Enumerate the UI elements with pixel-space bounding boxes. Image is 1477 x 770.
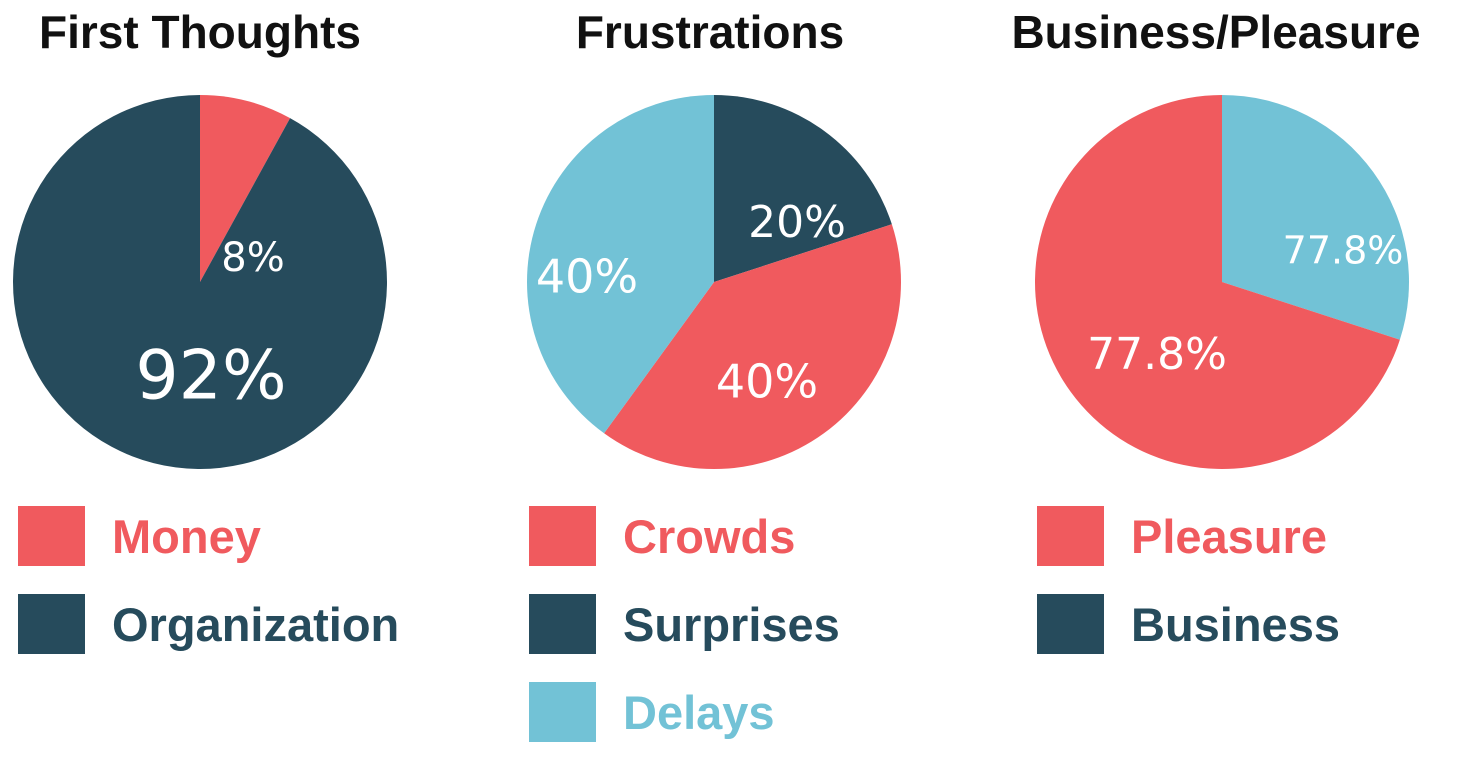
pie-slice-crowds: [604, 224, 901, 469]
legend-swatch: [18, 594, 85, 654]
legend-swatch: [529, 682, 596, 742]
chart-title: Business/Pleasure: [1011, 6, 1421, 58]
pie-slice-organization: [13, 95, 387, 469]
slice-value-label-organization: 92%: [135, 337, 286, 416]
legend-label: Business: [1131, 598, 1340, 651]
legend-label: Crowds: [623, 510, 796, 563]
chart-title: Frustrations: [575, 6, 845, 58]
legend-label: Surprises: [623, 598, 840, 651]
slice-value-label-crowds: 40%: [716, 355, 818, 409]
pie-panel-business-pleasure: Business/Pleasure 77.8% 77.8% Pleasure Busin…: [955, 0, 1477, 749]
legend-label: Pleasure: [1131, 510, 1327, 563]
chart-title: First Thoughts: [39, 6, 361, 58]
slice-value-label-business: 77.8%: [1283, 229, 1404, 273]
slice-value-label-delays: 40%: [536, 250, 638, 304]
legend-label: Delays: [623, 686, 775, 739]
legend-label: Money: [112, 510, 261, 563]
slice-value-label-pleasure: 77.8%: [1087, 329, 1227, 380]
pie-slice-surprises: [714, 95, 892, 282]
pie-panel-frustrations: Frustrations 20% 40% 40% Crowds Surprises Dela…: [520, 0, 901, 749]
legend-swatch: [18, 506, 85, 566]
pie-slice-money: [200, 95, 291, 282]
slice-value-label-money: 8%: [221, 235, 284, 281]
pie-slice-business: [1222, 95, 1409, 340]
legend-swatch: [1037, 594, 1104, 654]
pie-chart: 77.8% 77.8%: [1035, 95, 1409, 469]
pie-chart: 20% 40% 40%: [527, 95, 901, 469]
pie-chart: 8% 92%: [13, 95, 387, 469]
pie-slice-pleasure: [1035, 95, 1400, 469]
legend-swatch: [1037, 506, 1104, 566]
legend-swatch: [529, 506, 596, 566]
pie-panel-first-thoughts: First Thoughts 8% 92% Money Organization: [0, 0, 400, 749]
pie-slice-delays: [527, 95, 714, 434]
legend-label: Organization: [112, 598, 400, 651]
legend-swatch: [529, 594, 596, 654]
slice-value-label-surprises: 20%: [748, 197, 846, 248]
